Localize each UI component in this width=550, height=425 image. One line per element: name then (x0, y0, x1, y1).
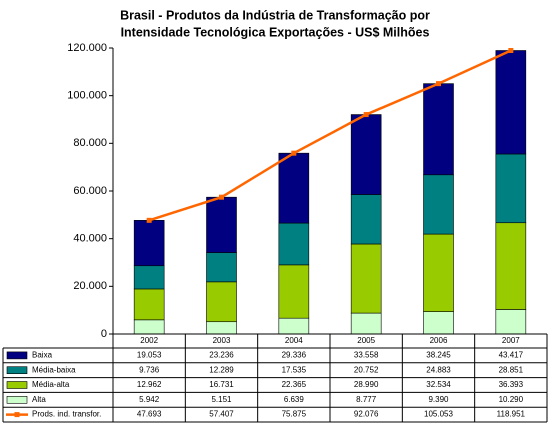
table-value: 23.236 (209, 351, 234, 360)
legend-label: Média-alta (32, 380, 70, 389)
table-value: 38.245 (426, 351, 451, 360)
table-value: 47.693 (137, 410, 162, 419)
table-value: 20.752 (354, 365, 379, 374)
bar-segment (278, 264, 310, 319)
table-value: 33.558 (354, 351, 379, 360)
table-value: 92.076 (354, 410, 379, 419)
table-value: 10.290 (499, 395, 524, 404)
legend-key (6, 395, 28, 404)
line-marker (436, 81, 441, 87)
table-value: 22.365 (282, 380, 307, 389)
y-tick-label: 100.000 (67, 90, 107, 102)
bar-segment (495, 309, 527, 335)
legend-key (6, 351, 28, 360)
bar-segment (495, 222, 527, 310)
line-marker (146, 217, 152, 223)
x-tick-label: 2003 (213, 336, 231, 345)
x-tick-label: 2004 (285, 336, 303, 345)
chart-title: Intensidade Tecnológica Exportações - US… (121, 25, 430, 39)
legend-label: Prods. ind. transfor. (32, 410, 101, 419)
bar-segment (206, 196, 237, 253)
y-tick-label: 120.000 (67, 42, 107, 54)
table-value: 12.962 (137, 380, 162, 389)
table-value: 5.942 (139, 395, 160, 404)
line-marker (363, 112, 369, 118)
x-tick-label: 2007 (502, 336, 520, 345)
table-value: 5.151 (211, 395, 232, 404)
bar-segment (350, 312, 382, 335)
table-value: 43.417 (499, 351, 524, 360)
x-tick-label: 2005 (357, 336, 375, 345)
table-value: 12.289 (209, 365, 234, 374)
line-marker (508, 48, 514, 54)
line-marker (219, 194, 224, 200)
table-value: 24.883 (426, 365, 451, 374)
bar-segment (278, 222, 310, 266)
bar-segment (423, 311, 454, 335)
bar-segment (133, 319, 165, 335)
y-tick-label: 0 (101, 328, 107, 340)
table-value: 17.535 (282, 365, 307, 374)
table-value: 8.777 (356, 395, 377, 404)
bar-segment (495, 50, 527, 155)
y-tick-label: 20.000 (73, 280, 107, 292)
table-value: 19.053 (137, 351, 162, 360)
bar-segment (206, 321, 237, 335)
bar-segment (206, 252, 237, 283)
table-value: 28.990 (354, 380, 379, 389)
table-value: 6.639 (284, 395, 305, 404)
table-value: 32.534 (426, 380, 451, 389)
table-value: 75.875 (282, 410, 307, 419)
legend-key (14, 412, 20, 418)
bar-segment (133, 220, 165, 267)
bar-segment (423, 174, 454, 235)
table-value: 118.951 (497, 410, 526, 419)
bar-segment (423, 83, 454, 176)
bar-segment (423, 233, 454, 312)
bar-segment (495, 153, 527, 224)
legend-label: Média-baixa (32, 365, 76, 374)
legend-key (6, 381, 28, 389)
table-value: 9.390 (428, 395, 449, 404)
line-marker (291, 150, 297, 156)
x-tick-label: 2002 (140, 336, 158, 345)
table-value: 16.731 (209, 380, 234, 389)
bar-segment (133, 288, 165, 321)
bar-segment (350, 114, 382, 195)
table-value: 9.736 (139, 365, 160, 374)
bar-segment (206, 281, 237, 323)
x-tick-label: 2006 (430, 336, 448, 345)
table-value: 36.393 (499, 380, 524, 389)
y-tick-label: 80.000 (73, 137, 107, 149)
bar-segment (278, 152, 310, 224)
line (148, 49, 512, 222)
bar-segment (350, 243, 382, 314)
table-value: 29.336 (282, 351, 307, 360)
bar-segment (350, 194, 382, 245)
bar-segment (278, 317, 310, 335)
table-value: 28.851 (499, 365, 524, 374)
legend-label: Baixa (32, 351, 53, 360)
bar-segment (133, 265, 165, 290)
y-tick-label: 40.000 (73, 233, 107, 245)
legend-label: Alta (32, 395, 46, 404)
y-tick-label: 60.000 (73, 185, 107, 197)
legend-key (6, 366, 28, 375)
table-value: 57.407 (209, 410, 234, 419)
chart-title: Brasil - Produtos da Indústria de Transf… (120, 8, 430, 22)
table-value: 105.053 (424, 410, 453, 419)
